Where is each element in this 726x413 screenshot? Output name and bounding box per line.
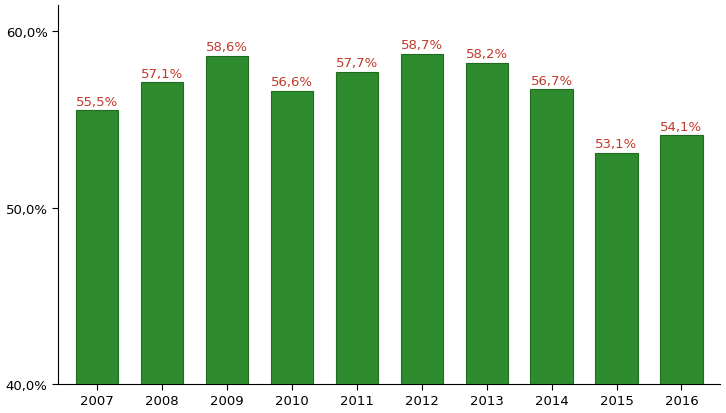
Bar — [271, 92, 313, 384]
Bar — [465, 64, 507, 384]
Bar — [401, 55, 443, 384]
Bar — [205, 57, 248, 384]
Text: 58,7%: 58,7% — [401, 39, 443, 52]
Text: 58,2%: 58,2% — [465, 48, 507, 61]
Text: 58,6%: 58,6% — [206, 41, 248, 54]
Bar — [595, 154, 637, 384]
Bar — [76, 111, 118, 384]
Text: 55,5%: 55,5% — [76, 95, 118, 109]
Bar — [335, 72, 378, 384]
Bar — [661, 136, 703, 384]
Text: 56,6%: 56,6% — [271, 76, 313, 89]
Text: 56,7%: 56,7% — [531, 74, 573, 88]
Text: 53,1%: 53,1% — [595, 138, 637, 151]
Text: 57,1%: 57,1% — [141, 67, 183, 81]
Text: 54,1%: 54,1% — [661, 120, 703, 133]
Bar — [141, 83, 183, 384]
Bar — [531, 90, 573, 384]
Text: 57,7%: 57,7% — [335, 57, 378, 70]
